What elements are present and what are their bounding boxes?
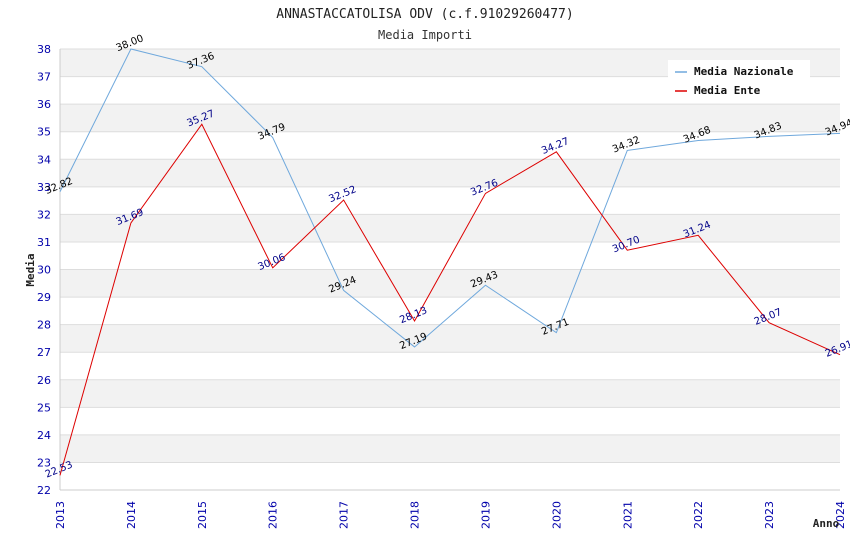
grid-band	[60, 434, 840, 463]
data-label: 32.82	[44, 176, 75, 197]
grid-band	[60, 159, 840, 187]
x-axis-label: Anno	[813, 517, 840, 530]
y-axis-label: Media	[24, 253, 37, 286]
x-tick-label: 2016	[267, 501, 280, 529]
legend: Media Nazionale Media Ente	[668, 60, 810, 102]
y-tick-label: 32	[37, 208, 51, 221]
y-tick-label: 36	[37, 98, 51, 111]
legend-box	[668, 60, 810, 102]
y-tick-label: 37	[37, 71, 51, 84]
grid-band	[60, 214, 840, 242]
x-tick-label: 2019	[479, 501, 492, 529]
data-label: 32.52	[327, 184, 358, 205]
grid-band	[60, 269, 840, 298]
x-tick-label: 2023	[763, 501, 776, 529]
y-tick-label: 29	[37, 291, 51, 304]
y-tick-label: 25	[37, 401, 51, 414]
y-tick-label: 33	[37, 181, 51, 194]
x-tick-label: 2015	[196, 501, 209, 529]
y-tick-label: 23	[37, 456, 51, 469]
chart-subtitle: Media Importi	[378, 28, 472, 42]
data-label: 34.27	[540, 136, 571, 157]
legend-entry-media-nazionale: Media Nazionale	[694, 65, 794, 78]
x-tick-label: 2013	[54, 501, 67, 529]
y-tick-label: 38	[37, 43, 51, 56]
y-tick-label: 24	[37, 429, 51, 442]
y-tick-label: 28	[37, 319, 51, 332]
y-tick-label: 35	[37, 126, 51, 139]
data-label: 28.13	[398, 305, 429, 326]
y-tick-label: 30	[37, 264, 51, 277]
x-tick-label: 2022	[692, 501, 705, 529]
legend-entry-media-ente: Media Ente	[694, 84, 761, 97]
x-tick-label: 2018	[409, 501, 422, 529]
grid-band	[60, 379, 840, 408]
y-tick-label: 34	[37, 153, 51, 166]
y-tick-label: 27	[37, 346, 51, 359]
x-tick-label: 2021	[621, 501, 634, 529]
grid-band	[60, 104, 840, 132]
y-tick-label: 22	[37, 484, 51, 497]
series-line-1	[59, 123, 841, 476]
y-tick-label: 26	[37, 374, 51, 387]
grid-band	[60, 324, 840, 353]
x-tick-label: 2017	[338, 501, 351, 529]
chart-title: ANNASTACCATOLISA ODV (c.f.91029260477)	[276, 7, 573, 22]
x-tick-label: 2024	[834, 501, 847, 529]
x-tick-label: 2020	[550, 501, 563, 529]
x-tick-label: 2014	[125, 501, 138, 529]
series-line-0	[59, 48, 841, 348]
y-tick-label: 31	[37, 236, 51, 249]
